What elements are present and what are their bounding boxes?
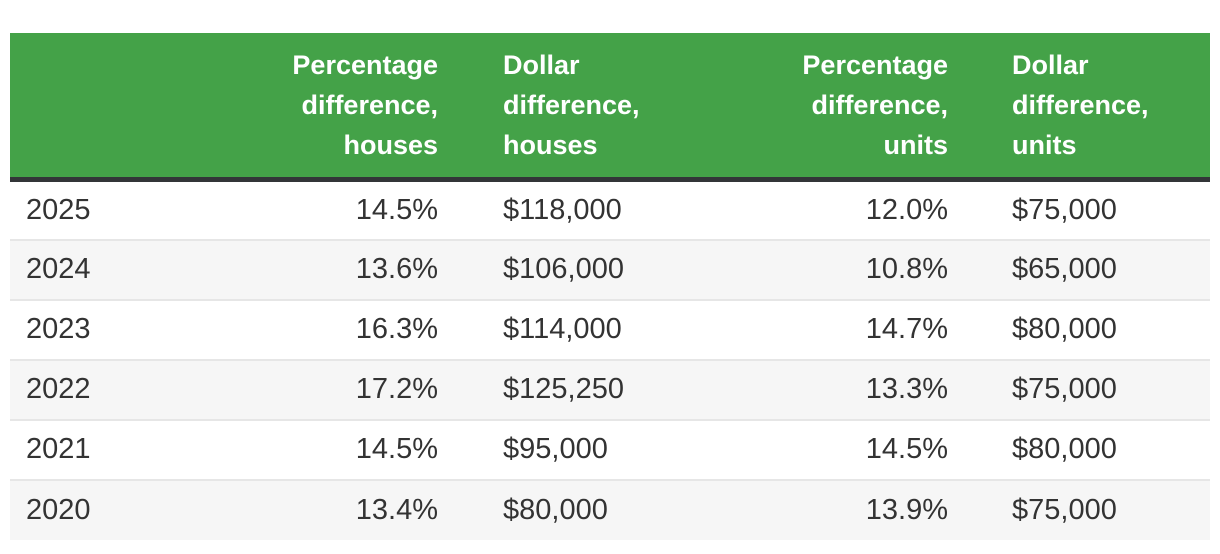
- cell-dollar-units: $75,000: [968, 358, 1210, 420]
- cell-dollar-houses: $80,000: [458, 478, 770, 540]
- row-year: 2020: [10, 478, 240, 540]
- cell-dollar-houses: $118,000: [503, 193, 622, 226]
- column-header-percentage-difference-houses: Percentage difference, houses: [240, 33, 458, 182]
- cell-dollar-houses: $106,000: [458, 238, 770, 300]
- cell-percentage-houses: 17.2%: [240, 358, 458, 420]
- row-year: 2024: [10, 238, 240, 300]
- cell-percentage-houses: 13.6%: [240, 238, 458, 300]
- row-year: 2022: [10, 358, 240, 420]
- cell-percentage-units: 14.5%: [770, 418, 968, 480]
- cell-percentage-houses: 16.3%: [240, 298, 458, 360]
- column-header-percentage-difference-units: Percentage difference, units: [770, 33, 968, 182]
- cell-percentage-units: 10.8%: [770, 238, 968, 300]
- cell-dollar-houses: $114,000: [458, 298, 770, 360]
- cell-dollar-units: $75,000: [968, 478, 1210, 540]
- table-row-2023: 2023 16.3% $114,000 14.7% $80,000: [10, 298, 1210, 360]
- row-year: 2025: [26, 193, 91, 226]
- cell-percentage-houses: 14.5%: [240, 418, 458, 480]
- row-year: 2021: [10, 418, 240, 480]
- cell-dollar-houses: $125,250: [458, 358, 770, 420]
- cell-dollar-units: $65,000: [968, 238, 1210, 300]
- cell-dollar-units: $80,000: [968, 298, 1210, 360]
- cell-percentage-units: 13.3%: [770, 358, 968, 420]
- table-row-2020: 2020 13.4% $80,000 13.9% $75,000: [10, 478, 1210, 540]
- column-header-dollar-difference-houses: Dollar difference, houses: [458, 33, 770, 182]
- cell-percentage-houses: 13.4%: [240, 478, 458, 540]
- column-header-year-blank: [10, 33, 240, 182]
- cell-percentage-units: 12.0%: [865, 193, 948, 226]
- cell-dollar-units: $75,000: [1012, 193, 1117, 226]
- table-row-2021: 2021 14.5% $95,000 14.5% $80,000: [10, 418, 1210, 480]
- column-header-dollar-difference-units: Dollar difference, units: [968, 33, 1210, 182]
- table-row-2022: 2022 17.2% $125,250 13.3% $75,000: [10, 358, 1210, 420]
- header-row: Percentage difference, houses Dollar dif…: [10, 33, 1210, 182]
- comparison-table: Percentage difference, houses Dollar dif…: [10, 33, 1210, 540]
- table-body: 2025 14.5% $118,000 12.0% $75,000 2024 1…: [10, 180, 1210, 540]
- table-row-2025: 2025 14.5% $118,000 12.0% $75,000: [10, 180, 1210, 240]
- cell-dollar-units: $80,000: [968, 418, 1210, 480]
- row-year: 2023: [10, 298, 240, 360]
- table-header: Percentage difference, houses Dollar dif…: [10, 33, 1210, 182]
- cell-percentage-houses: 14.5%: [355, 193, 438, 226]
- table-row-2024: 2024 13.6% $106,000 10.8% $65,000: [10, 238, 1210, 300]
- cell-percentage-units: 13.9%: [770, 478, 968, 540]
- cell-percentage-units: 14.7%: [770, 298, 968, 360]
- cell-dollar-houses: $95,000: [458, 418, 770, 480]
